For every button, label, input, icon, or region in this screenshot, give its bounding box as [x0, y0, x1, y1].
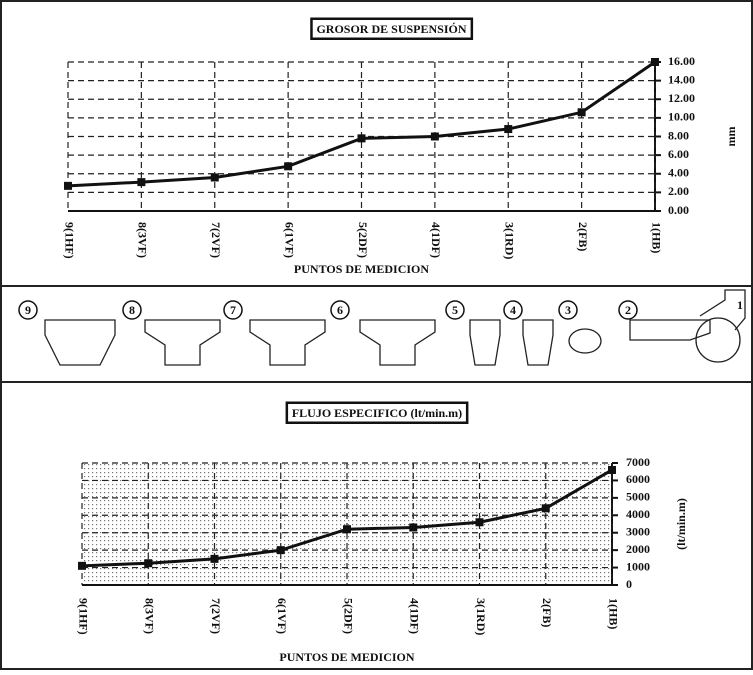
x-tick-label: 2(FB)	[576, 222, 590, 251]
data-point	[211, 555, 219, 563]
y-tick-label: 8.00	[668, 128, 689, 142]
diagram-label: 8	[129, 303, 135, 317]
chart-title: FLUJO ESPECIFICO (lt/min.m)	[292, 406, 462, 420]
x-axis-label: PUNTOS DE MEDICION	[294, 262, 429, 276]
data-point	[651, 58, 659, 66]
data-point	[476, 518, 484, 526]
data-point	[409, 523, 417, 531]
y-tick-label: 6.00	[668, 147, 689, 161]
data-point	[64, 182, 72, 190]
data-point	[578, 108, 586, 116]
diagram-label: 1	[737, 298, 743, 312]
y-tick-label: 2000	[626, 542, 650, 556]
data-point	[137, 178, 145, 186]
x-tick-label: 5(2DF)	[356, 222, 370, 258]
y-tick-label: 0.00	[668, 203, 689, 217]
y-tick-label: 7000	[626, 455, 650, 469]
x-axis-label: PUNTOS DE MEDICION	[279, 650, 414, 664]
y-tick-label: 12.00	[668, 91, 695, 105]
x-tick-label: 1(HB)	[649, 222, 663, 253]
y-tick-label: 6000	[626, 472, 650, 486]
y-tick-label: 3000	[626, 524, 650, 538]
diagram-label: 3	[565, 303, 571, 317]
y-tick-label: 16.00	[668, 54, 695, 68]
x-tick-label: 3(1RD)	[503, 222, 517, 259]
x-tick-label: 2(FB)	[540, 598, 554, 627]
y-tick-label: 5000	[626, 490, 650, 504]
page: GROSOR DE SUSPENSIÓN 0.00 2.00 4.00 6.00 8.00…	[0, 0, 753, 670]
y-tick-label: 0	[626, 577, 632, 591]
diagram-label: 5	[452, 303, 458, 317]
y-tick-label: 4.00	[668, 166, 689, 180]
y-tick-label: 4000	[626, 507, 650, 521]
y-tick-label: 2.00	[668, 184, 689, 198]
x-tick-label: 4(1DF)	[429, 222, 443, 258]
diagram-label: 4	[510, 303, 516, 317]
diagram-label: 7	[230, 303, 236, 317]
y-axis-label: mm	[724, 127, 738, 147]
x-tick-label: 6(1VF)	[275, 598, 289, 634]
chart-title: GROSOR DE SUSPENSIÓN	[316, 22, 466, 36]
x-tick-label: 9(1HF)	[76, 598, 90, 635]
data-point	[358, 134, 366, 142]
diagram	[45, 290, 745, 365]
data-point	[144, 559, 152, 567]
x-tick-label: 3(1RD)	[474, 598, 488, 635]
x-tick-label: 7(2VF)	[209, 598, 223, 634]
x-tick-label: 6(1VF)	[282, 222, 296, 258]
data-point	[608, 466, 616, 474]
y-axis-label: (lt/min.m)	[674, 498, 688, 550]
x-tick-label: 9(1HF)	[62, 222, 76, 259]
diagram-label: 9	[25, 303, 31, 317]
x-tick-label: 7(2VF)	[209, 222, 223, 258]
y-tick-label: 10.00	[668, 110, 695, 124]
x-tick-label: 8(3VF)	[136, 222, 150, 258]
data-point	[431, 133, 439, 141]
data-point	[78, 562, 86, 570]
x-tick-label: 1(HB)	[606, 598, 620, 629]
x-tick-label: 5(2DF)	[341, 598, 355, 634]
data-point	[343, 525, 351, 533]
data-point	[277, 546, 285, 554]
y-tick-label: 1000	[626, 559, 650, 573]
data-point	[542, 504, 550, 512]
data-point	[504, 125, 512, 133]
diagram-label: 2	[625, 303, 631, 317]
x-tick-label: 8(3VF)	[143, 598, 157, 634]
x-tick-label: 4(1DF)	[408, 598, 422, 634]
y-tick-label: 14.00	[668, 72, 695, 86]
data-point	[211, 173, 219, 181]
diagram-label: 6	[337, 303, 343, 317]
data-point	[284, 162, 292, 170]
